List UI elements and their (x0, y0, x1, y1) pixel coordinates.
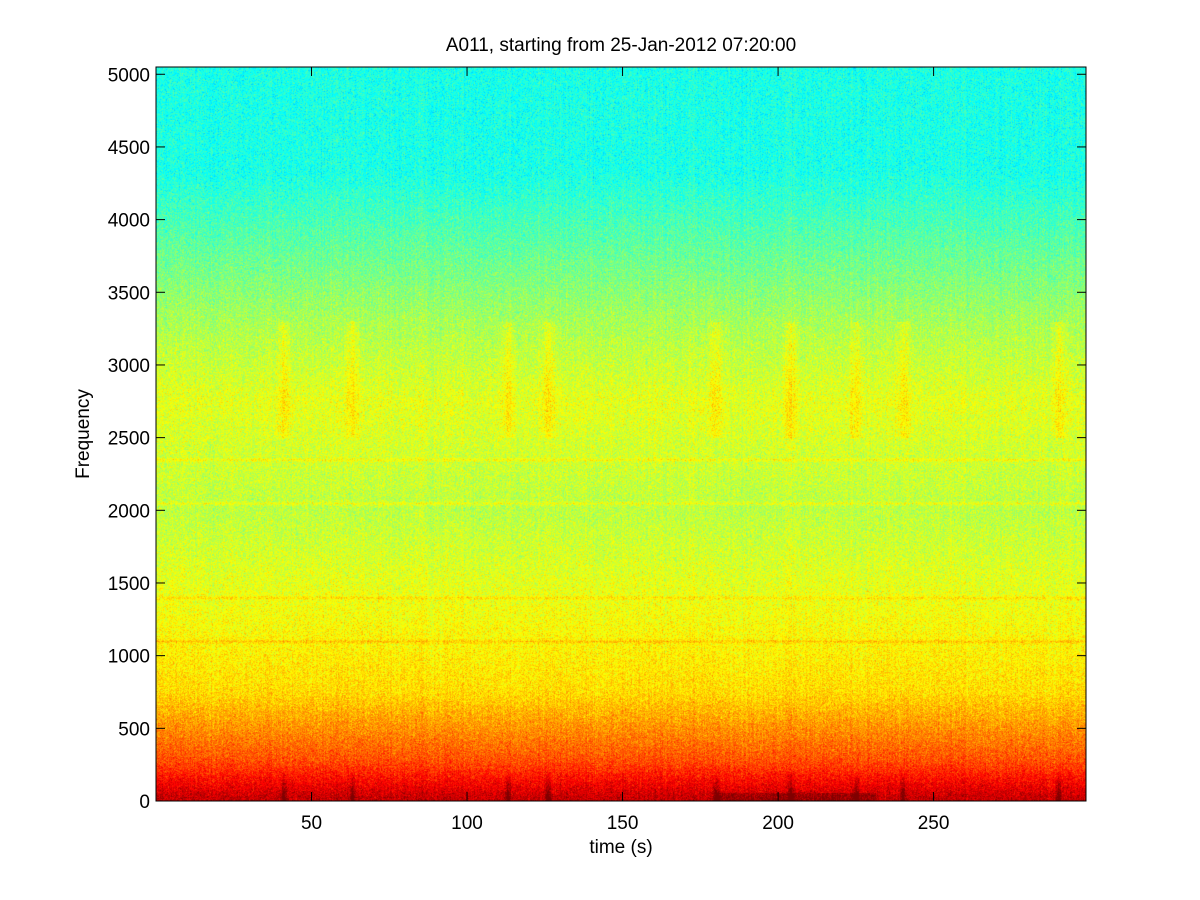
y-tick-label: 3500 (108, 283, 150, 304)
y-tick-label: 4000 (108, 211, 150, 232)
y-tick-label: 2000 (108, 501, 150, 522)
spectrogram-image-container (156, 67, 1086, 801)
x-axis-label: time (s) (589, 837, 652, 858)
x-tick-label: 150 (607, 813, 639, 834)
y-tick-label: 2500 (108, 429, 150, 450)
y-axis-label: Frequency (73, 389, 94, 479)
y-tick-label: 5000 (108, 65, 150, 86)
y-tick-label: 1500 (108, 574, 150, 595)
y-tick-label: 4500 (108, 138, 150, 159)
y-tick-label: 3000 (108, 356, 150, 377)
spectrogram-image (156, 67, 1086, 801)
x-axis: 50 100 150 200 250 (301, 67, 949, 834)
plot-frame (155, 66, 1087, 802)
plot-area (155, 66, 1087, 802)
y-tick-label: 0 (139, 792, 150, 813)
x-tick-label: 50 (301, 813, 322, 834)
y-tick-label: 500 (118, 719, 150, 740)
x-tick-label: 100 (451, 813, 483, 834)
chart-title: A011, starting from 25-Jan-2012 07:20:00 (446, 35, 796, 56)
x-tick-label: 250 (918, 813, 950, 834)
y-axis: 0 500 1000 1500 2000 2500 3000 3500 4000 4500 5000 (108, 65, 1086, 813)
y-tick-label: 1000 (108, 647, 150, 668)
x-tick-label: 200 (762, 813, 794, 834)
